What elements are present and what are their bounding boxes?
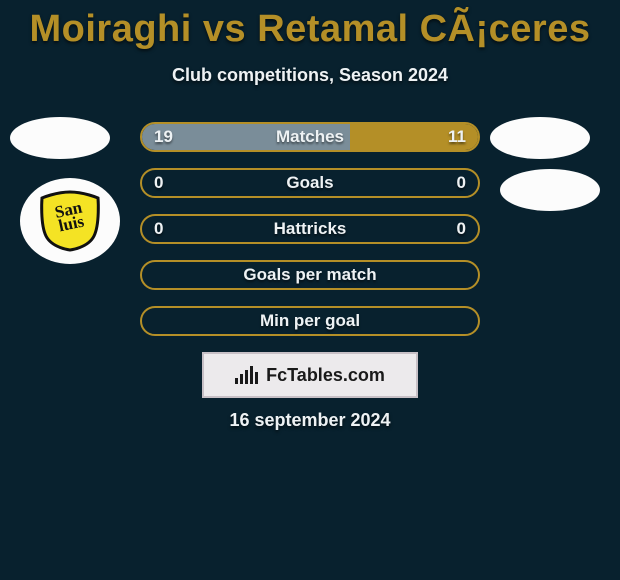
- watermark: FcTables.com: [202, 352, 418, 398]
- stat-label: Min per goal: [260, 311, 360, 331]
- right-player-avatar-2: [500, 169, 600, 211]
- right-player-avatar: [490, 117, 590, 159]
- page-title: Moiraghi vs Retamal CÃ¡ceres: [0, 0, 620, 51]
- stat-value-left: 0: [154, 173, 163, 193]
- stat-row: 0 0 Goals: [140, 168, 480, 198]
- stat-label: Matches: [276, 127, 344, 147]
- stat-value-left: 19: [154, 127, 173, 147]
- watermark-text: FcTables.com: [266, 365, 385, 386]
- stat-value-left: 0: [154, 219, 163, 239]
- subtitle: Club competitions, Season 2024: [0, 65, 620, 86]
- stat-row: Min per goal: [140, 306, 480, 336]
- left-player-avatar: [10, 117, 110, 159]
- stat-value-right: 0: [457, 219, 466, 239]
- stat-label: Goals per match: [243, 265, 376, 285]
- date-text: 16 september 2024: [0, 410, 620, 431]
- bars-icon: [235, 366, 258, 384]
- stat-label: Goals: [286, 173, 333, 193]
- stat-row: 19 11 Matches: [140, 122, 480, 152]
- stat-row: Goals per match: [140, 260, 480, 290]
- crest-text: San luis: [54, 201, 87, 235]
- left-club-crest: San luis: [20, 178, 120, 264]
- stat-rows: 19 11 Matches 0 0 Goals 0 0 Hattricks Goals per m…: [140, 122, 480, 352]
- stat-value-right: 11: [448, 127, 466, 147]
- stat-label: Hattricks: [274, 219, 347, 239]
- stat-value-right: 0: [457, 173, 466, 193]
- stat-row: 0 0 Hattricks: [140, 214, 480, 244]
